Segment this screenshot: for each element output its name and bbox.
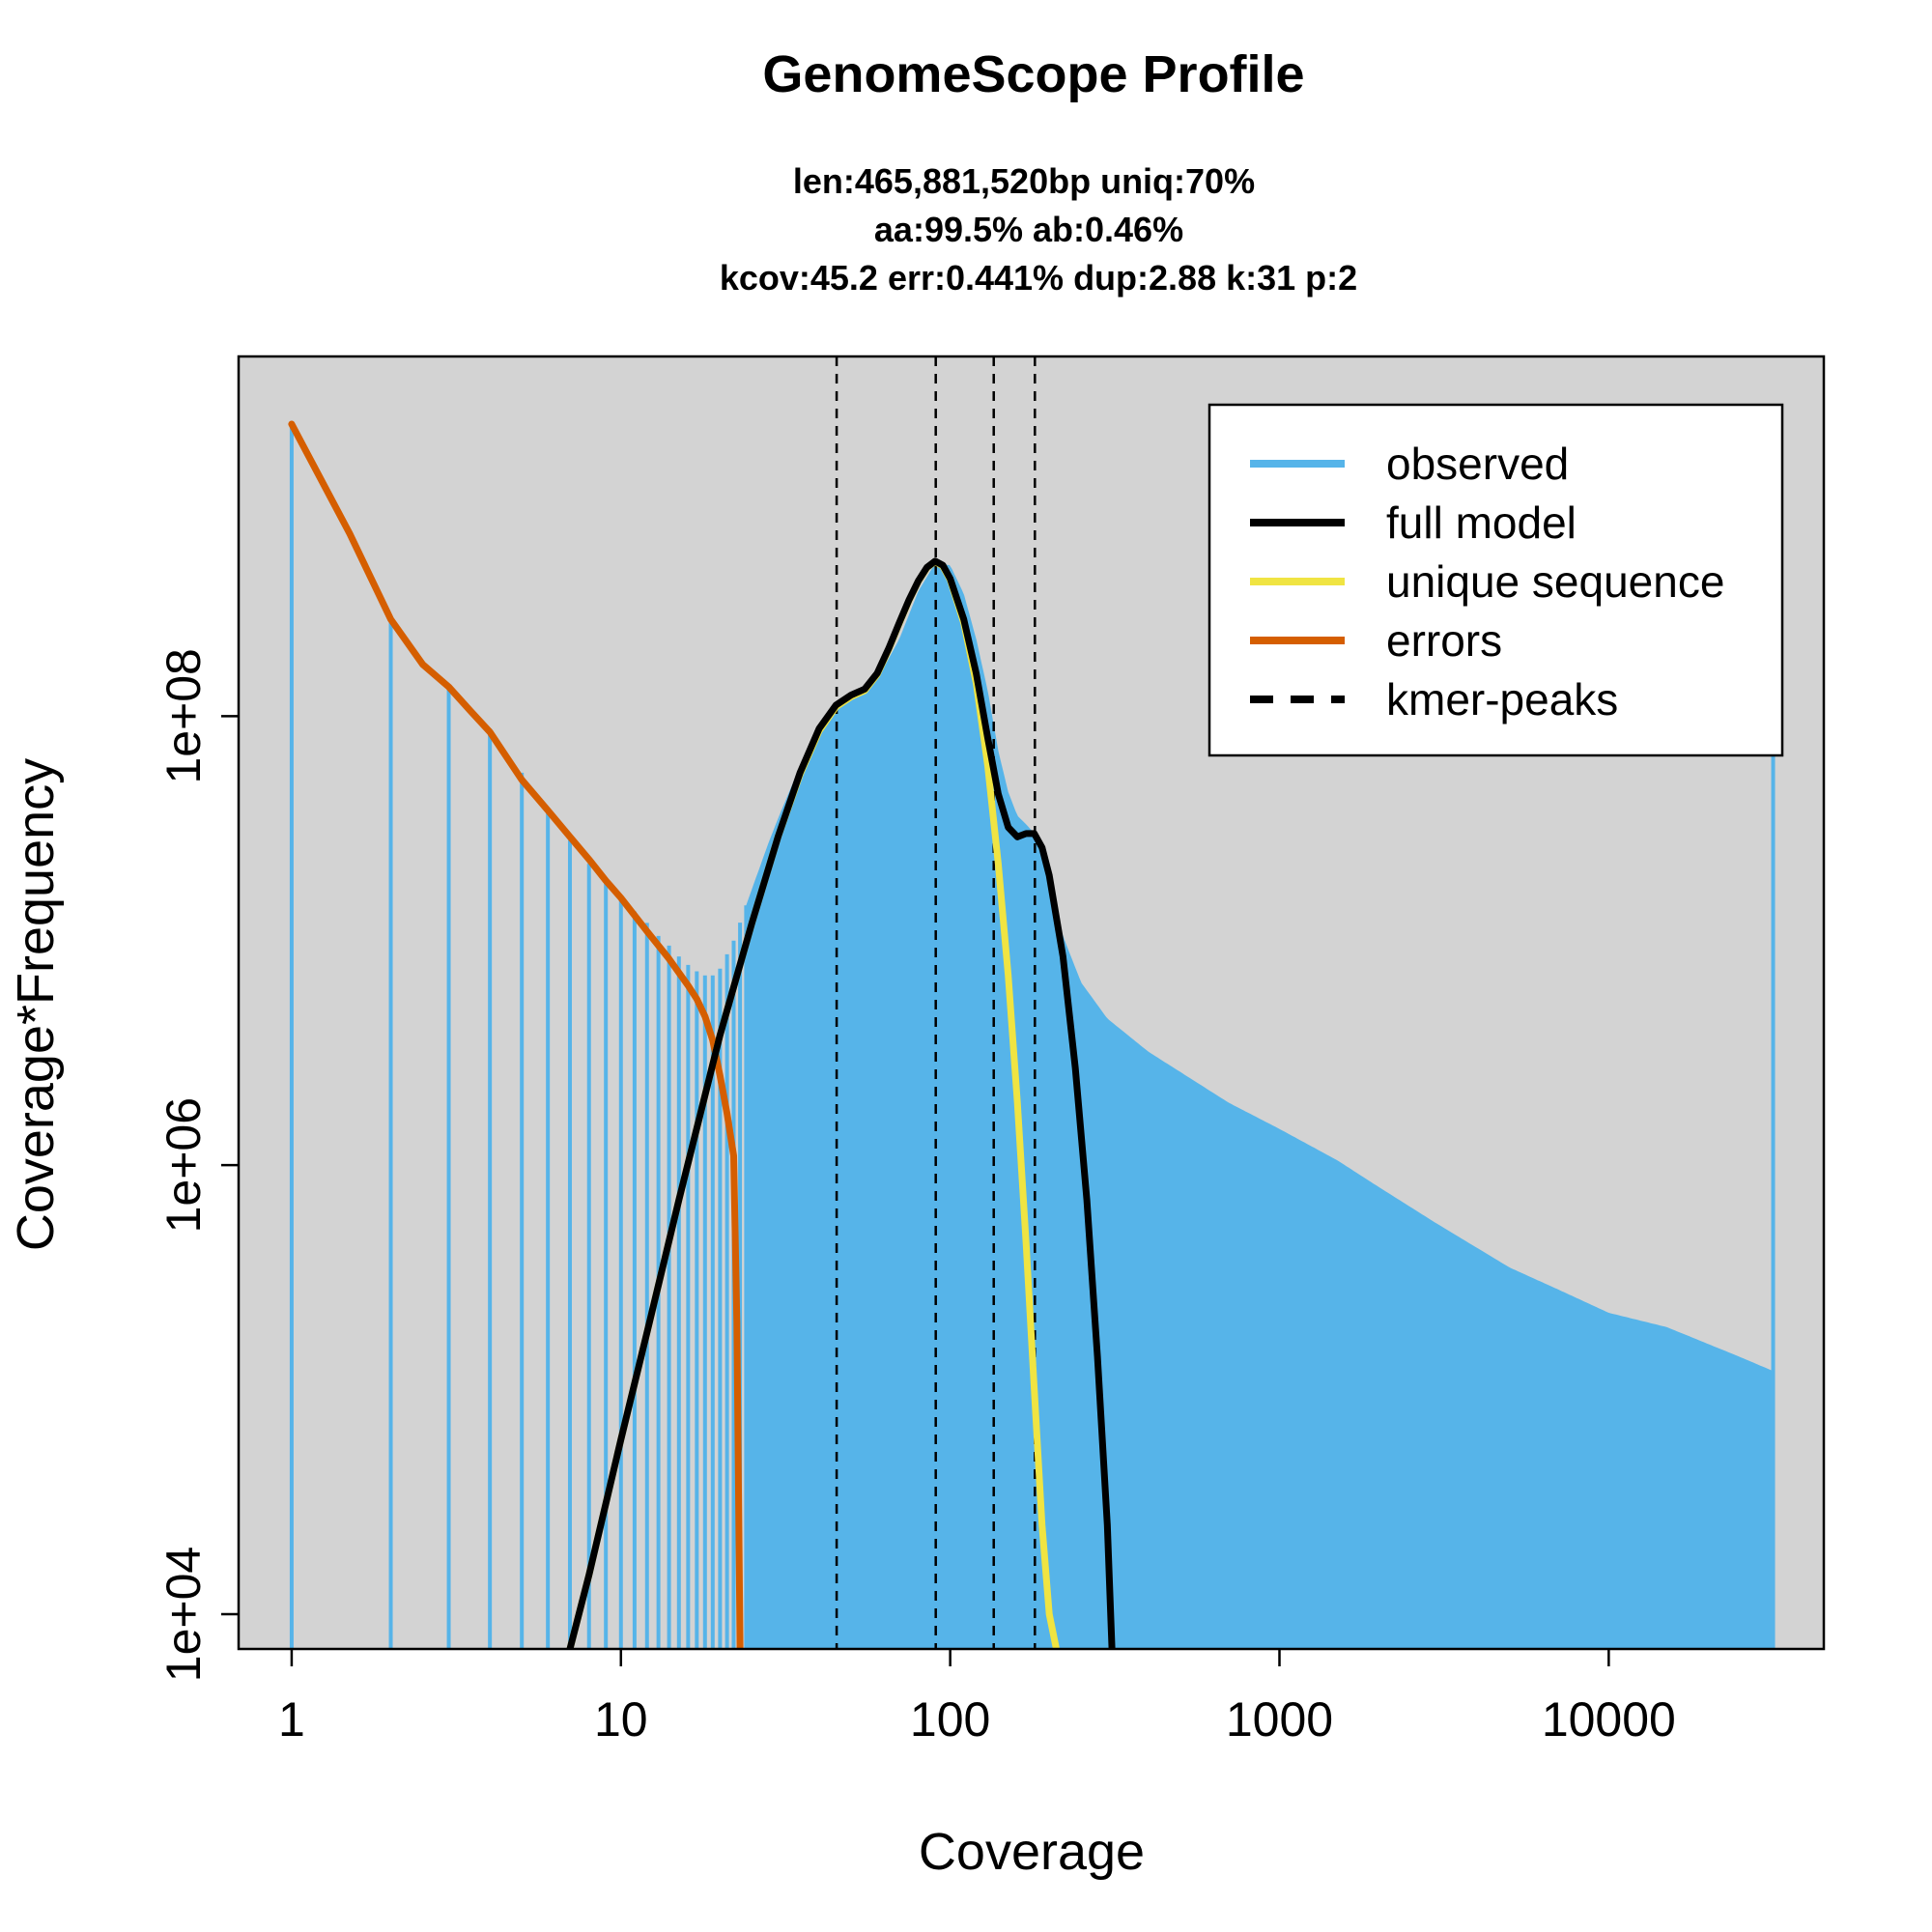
legend-label-full-model: full model [1386,497,1577,548]
errors-series [288,420,744,1649]
chart-subtitle-line-2: aa:99.5% ab:0.46% [874,210,1183,249]
kmer-peaks-series [835,356,1037,1649]
y-axis-label: Coverage*Frequency [7,758,65,1251]
chart-subtitle-line-1: len:465,881,520bp uniq:70% [793,161,1255,201]
axes: 1 10 100 1000 10000 1e+04 1e+06 1e+08 [156,355,1826,1747]
plot-clip-group [288,356,1776,1649]
legend: observed full model unique sequence errors k… [1208,403,1784,757]
plot-frame [237,355,1826,1651]
x-tick-label: 10 [594,1692,648,1747]
observed-area [746,563,1776,1649]
x-axis-label: Coverage [919,1823,1145,1881]
x-tick-label: 1 [278,1692,305,1747]
x-tick-label: 1000 [1226,1692,1333,1747]
legend-label-observed: observed [1386,439,1569,489]
y-tick-label: 1e+08 [156,648,211,783]
full-model-series [566,557,1116,1649]
chart-subtitle-line-3: kcov:45.2 err:0.441% dup:2.88 k:31 p:2 [720,258,1357,298]
x-tick-label: 10000 [1542,1692,1676,1747]
x-tick-label: 100 [910,1692,990,1747]
legend-label-unique-sequence: unique sequence [1386,556,1724,607]
legend-label-kmer-peaks: kmer-peaks [1386,674,1618,724]
y-tick-label: 1e+06 [156,1097,211,1233]
legend-label-errors: errors [1386,615,1502,666]
chart-title: GenomeScope Profile [762,45,1304,103]
y-tick-label: 1e+04 [156,1547,211,1682]
